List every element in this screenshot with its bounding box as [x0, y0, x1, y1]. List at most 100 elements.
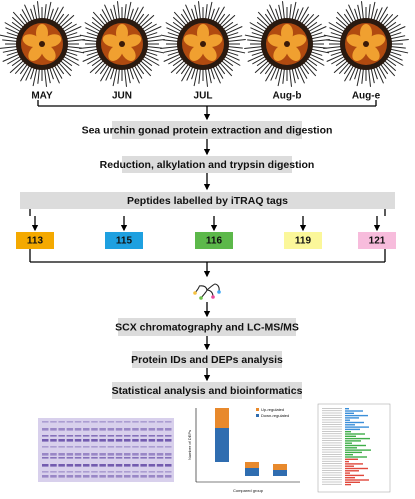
go-bar	[345, 431, 351, 433]
gonad	[43, 34, 62, 47]
gel-band	[115, 428, 123, 431]
gel-band	[124, 453, 131, 456]
go-bar	[345, 410, 363, 412]
gel-band	[165, 421, 172, 423]
go-bar	[345, 442, 352, 444]
gel-band	[156, 421, 164, 423]
gonad	[286, 44, 301, 61]
gel-band	[83, 457, 90, 459]
go-text	[322, 481, 342, 483]
legend-swatch	[256, 408, 259, 411]
gel-band	[58, 439, 65, 442]
gel-band	[148, 453, 156, 456]
go-text	[322, 426, 342, 428]
gel-band	[115, 439, 123, 442]
step-box	[112, 382, 302, 399]
gel-band	[107, 453, 115, 456]
gel-band	[148, 475, 156, 478]
gel-band	[107, 457, 115, 459]
gel-band	[91, 453, 98, 456]
go-text	[322, 440, 342, 441]
gel-band	[99, 435, 106, 437]
step-label: Statistical analysis and bioinformatics	[112, 385, 303, 397]
peptide-icon	[193, 283, 221, 300]
go-bar	[345, 428, 360, 431]
gel-band	[91, 446, 98, 448]
gel-band	[66, 457, 74, 459]
go-bar	[345, 463, 363, 465]
go-text	[322, 451, 342, 453]
go-text	[322, 456, 342, 458]
gel-band	[74, 421, 82, 423]
gel-band	[132, 457, 139, 459]
gonad	[367, 34, 386, 47]
go-bar	[345, 474, 364, 477]
urchin-image	[244, 1, 330, 87]
go-text	[322, 447, 342, 448]
go-text	[322, 470, 342, 471]
gonad	[36, 24, 48, 42]
go-text	[322, 408, 342, 409]
gel-band	[99, 439, 106, 442]
gel-band	[66, 439, 74, 442]
tag-box	[16, 232, 54, 249]
go-text	[322, 412, 342, 414]
gel-band	[107, 428, 115, 431]
gel-band	[156, 439, 164, 442]
gel-band	[50, 457, 57, 459]
gel-band	[156, 446, 164, 448]
go-text	[322, 483, 342, 485]
gel-band	[140, 464, 147, 467]
step-label: Reduction, alkylation and trypsin digest…	[100, 159, 315, 171]
gel-band	[50, 471, 57, 473]
go-text	[322, 472, 342, 474]
gel-band	[165, 471, 172, 473]
gel-band	[50, 446, 57, 448]
urchin-image	[0, 1, 85, 87]
gel-band	[140, 453, 147, 456]
go-bar	[345, 479, 369, 481]
gel-band	[107, 439, 115, 442]
go-text	[322, 479, 342, 481]
gel-band	[140, 428, 147, 431]
gonad	[365, 44, 380, 61]
go-bar	[345, 447, 357, 449]
gonad	[28, 44, 43, 61]
go-bar	[345, 456, 367, 458]
go-text	[322, 437, 342, 439]
gel-band	[99, 464, 106, 467]
gel-band	[50, 428, 57, 431]
gel-band	[132, 435, 139, 437]
gel-band	[107, 446, 115, 448]
peptide-chain	[198, 285, 208, 291]
gel-band	[50, 475, 57, 478]
go-text	[322, 444, 342, 446]
gel-band	[107, 471, 115, 473]
gel-band	[124, 471, 131, 473]
go-bar	[345, 449, 371, 451]
gel-band	[165, 446, 172, 448]
go-text	[322, 433, 342, 435]
tag-label: 121	[369, 236, 386, 247]
peptide-chain	[206, 283, 216, 291]
gel-band	[91, 471, 98, 473]
gel-band	[115, 421, 123, 423]
gel-band	[91, 435, 98, 437]
gel-band	[58, 453, 65, 456]
gonad	[108, 44, 123, 61]
go-text	[322, 424, 342, 425]
gel-band	[58, 457, 65, 459]
gel-band	[58, 471, 65, 473]
gel-band	[132, 439, 139, 442]
urchin-image	[323, 1, 409, 87]
tag-box	[105, 232, 143, 249]
gel-band	[107, 464, 115, 467]
gonad	[273, 44, 288, 61]
gel-band	[42, 475, 49, 478]
gel-band	[115, 471, 123, 473]
tag-label: 115	[116, 236, 133, 247]
gel-band	[140, 439, 147, 442]
center	[200, 41, 206, 47]
